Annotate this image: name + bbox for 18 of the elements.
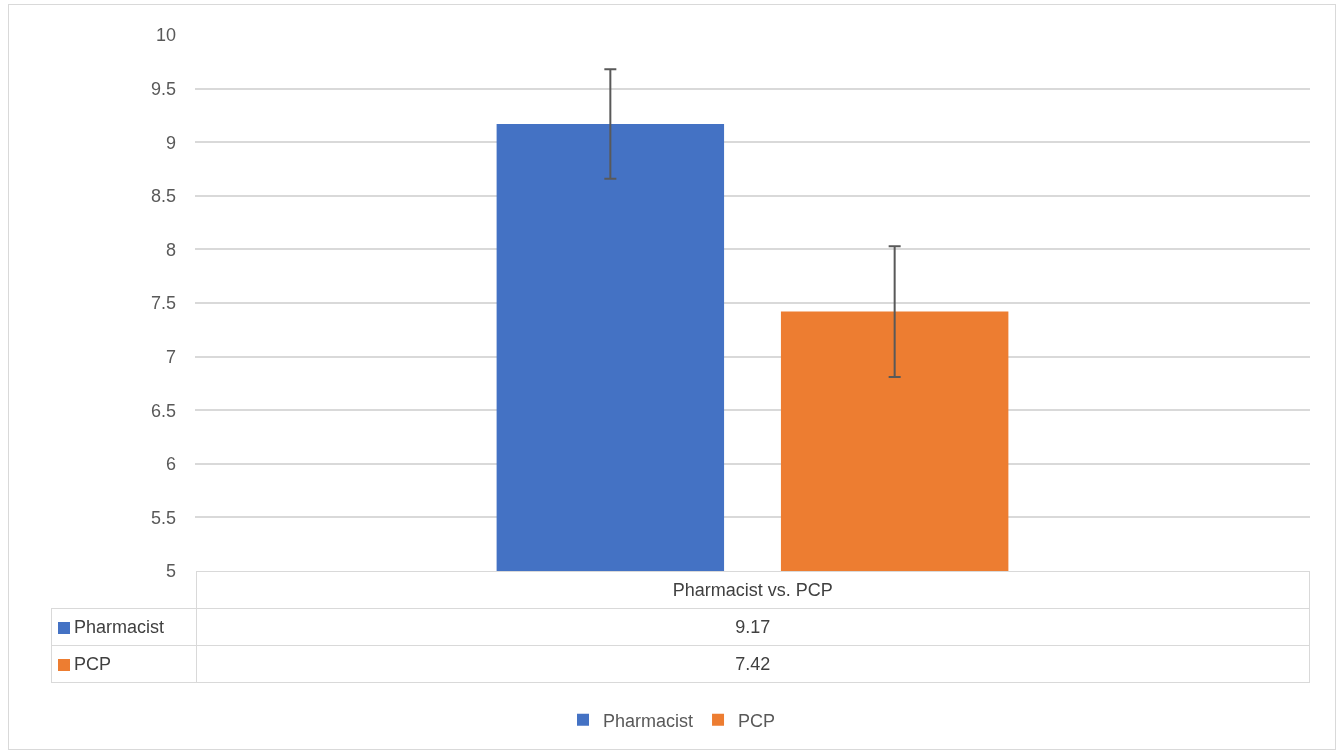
y-tick-label: 7	[165, 346, 176, 367]
text: PCP	[74, 653, 112, 674]
legend-label: PCP	[738, 710, 776, 731]
y-tick-label: 9	[165, 132, 176, 153]
y-tick-label: 9.5	[150, 78, 176, 99]
y-tick-label: 7.5	[150, 293, 176, 314]
y-tick-label: 6	[165, 454, 176, 475]
legend-label: Pharmacist	[603, 710, 694, 731]
text: 9.17	[196, 608, 1310, 646]
text: 7.42	[196, 645, 1310, 683]
y-tick-label: 6.5	[150, 400, 176, 421]
y-tick-label: 8	[165, 239, 176, 260]
x-tick-label: Pharmacist vs. PCP	[196, 571, 1310, 609]
y-tick-label: 5.5	[150, 507, 176, 528]
text: Pharmacist	[74, 616, 165, 637]
y-tick-label: 8.5	[150, 186, 176, 207]
y-tick-label: 5	[165, 561, 176, 582]
y-tick-label: 10	[155, 25, 176, 46]
